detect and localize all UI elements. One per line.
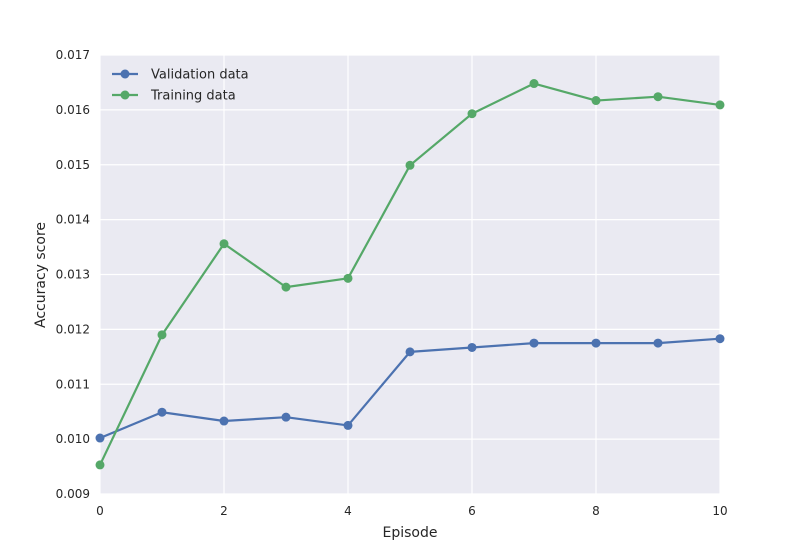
data-point [95, 460, 105, 470]
data-point [529, 338, 539, 348]
y-tick-label: 0.012 [56, 322, 90, 336]
legend: Validation data Training data [112, 68, 249, 104]
data-point [405, 347, 415, 357]
grid-lines [99, 54, 721, 495]
data-point [715, 334, 725, 344]
data-point [343, 420, 353, 430]
x-tick-label: 2 [220, 504, 228, 518]
legend-marker [120, 69, 130, 79]
data-point [95, 433, 105, 443]
data-point [157, 330, 167, 340]
x-tick-label: 0 [96, 504, 104, 518]
data-point [715, 100, 725, 110]
data-point [653, 92, 663, 102]
series-1 [95, 79, 725, 470]
data-point [467, 342, 477, 352]
x-tick-label: 10 [712, 504, 727, 518]
data-point [219, 416, 229, 426]
y-tick-label: 0.009 [56, 487, 90, 501]
data-point [591, 338, 601, 348]
legend-label: Validation data [151, 68, 249, 83]
y-tick-label: 0.017 [56, 48, 90, 62]
data-point [529, 79, 539, 89]
legend-entry: Training data [112, 89, 236, 104]
data-point [591, 96, 601, 106]
y-tick-label: 0.016 [56, 103, 90, 117]
x-tick-label: 6 [468, 504, 476, 518]
legend-marker [120, 90, 130, 100]
x-tick-label: 4 [344, 504, 352, 518]
series-0 [95, 334, 725, 443]
x-tick-label: 8 [592, 504, 600, 518]
data-point [343, 273, 353, 283]
x-axis-label: Episode [383, 525, 438, 541]
legend-entry: Validation data [112, 68, 249, 83]
legend-label: Training data [150, 89, 236, 104]
data-point [405, 160, 415, 170]
y-tick-label: 0.015 [56, 158, 90, 172]
y-axis-label: Accuracy score [33, 222, 49, 328]
y-tick-label: 0.013 [56, 268, 90, 282]
data-point [157, 407, 167, 417]
x-tick-labels: 0 2 4 6 8 10 [96, 504, 727, 518]
data-point [653, 338, 663, 348]
y-tick-label: 0.011 [56, 377, 90, 391]
data-point [281, 282, 291, 292]
y-tick-labels: 0.009 0.010 0.011 0.012 0.013 0.014 0.015 0.016… [56, 48, 90, 501]
series-layer [95, 79, 725, 470]
data-point [281, 412, 291, 422]
data-point [219, 239, 229, 249]
y-tick-label: 0.010 [56, 432, 90, 446]
data-point [467, 109, 477, 119]
y-tick-label: 0.014 [56, 213, 90, 227]
